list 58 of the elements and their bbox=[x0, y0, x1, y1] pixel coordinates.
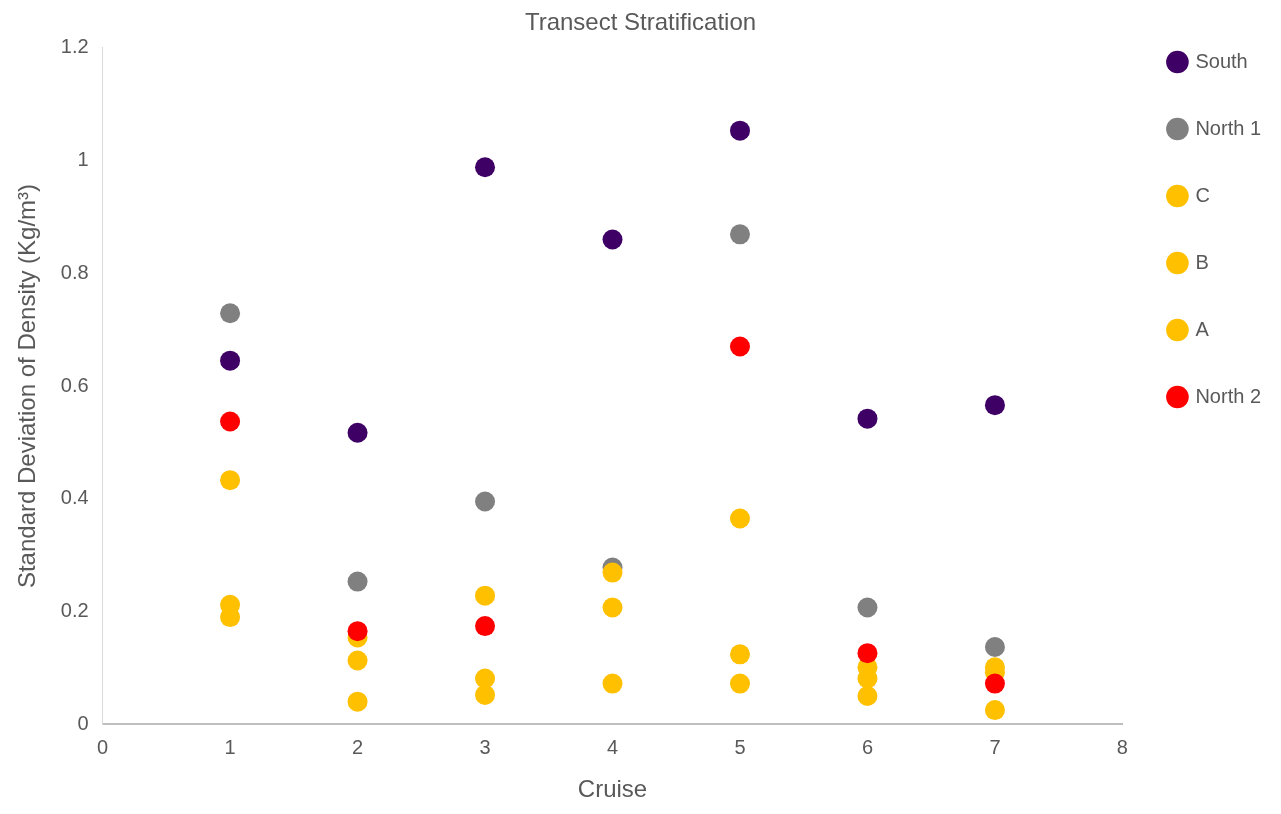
legend-label: North 2 bbox=[1195, 384, 1262, 407]
point bbox=[602, 229, 623, 250]
point bbox=[857, 597, 878, 618]
x-tick-label: 0 bbox=[97, 735, 109, 758]
point bbox=[984, 700, 1005, 721]
point bbox=[475, 585, 496, 606]
point bbox=[729, 508, 750, 529]
point bbox=[984, 673, 1005, 694]
point bbox=[602, 673, 623, 694]
point bbox=[347, 691, 368, 712]
y-tick-label: 0.8 bbox=[60, 260, 89, 283]
legend-label: B bbox=[1195, 250, 1209, 273]
x-tick-label: 1 bbox=[224, 735, 236, 758]
point bbox=[220, 350, 241, 371]
y-tick-label: 0.6 bbox=[60, 373, 89, 396]
point bbox=[220, 470, 241, 491]
point bbox=[220, 303, 241, 324]
point bbox=[729, 336, 750, 357]
point bbox=[984, 636, 1005, 657]
x-tick-label: 5 bbox=[734, 735, 746, 758]
chart-title: Transect Stratification bbox=[524, 8, 757, 36]
x-tick-label: 3 bbox=[479, 735, 491, 758]
y-tick-label: 1.2 bbox=[60, 35, 89, 58]
x-tick-label: 6 bbox=[861, 735, 874, 758]
point bbox=[347, 650, 368, 671]
point bbox=[602, 597, 623, 618]
point bbox=[475, 668, 496, 689]
y-tick-label: 1 bbox=[77, 148, 89, 171]
y-tick-label: 0 bbox=[77, 711, 89, 734]
point bbox=[347, 571, 368, 592]
legend-label: South bbox=[1195, 49, 1248, 72]
point bbox=[729, 224, 750, 245]
point bbox=[984, 395, 1005, 416]
point bbox=[220, 411, 241, 432]
x-axis-title: Cruise bbox=[577, 775, 648, 803]
point bbox=[475, 157, 496, 178]
y-axis-title: Standard Deviation of Density (Kg/m³) bbox=[13, 183, 41, 589]
point bbox=[347, 621, 368, 642]
point bbox=[729, 644, 750, 665]
point bbox=[475, 491, 496, 512]
x-tick-label: 8 bbox=[1116, 735, 1128, 758]
point bbox=[857, 686, 878, 707]
y-tick-label: 0.4 bbox=[60, 486, 89, 509]
x-tick-label: 7 bbox=[989, 735, 1001, 758]
x-tick-label: 4 bbox=[606, 735, 619, 758]
x-tick-label: 2 bbox=[351, 735, 364, 758]
point bbox=[475, 616, 496, 637]
point bbox=[347, 422, 368, 443]
legend-label: A bbox=[1195, 317, 1210, 340]
point bbox=[475, 684, 496, 705]
legend-label: North 1 bbox=[1195, 116, 1262, 139]
point bbox=[857, 408, 878, 429]
point bbox=[729, 120, 750, 141]
point bbox=[729, 673, 750, 694]
point bbox=[857, 643, 878, 664]
y-tick-label: 0.2 bbox=[60, 598, 89, 621]
point bbox=[602, 562, 623, 583]
legend-label: C bbox=[1195, 183, 1210, 206]
